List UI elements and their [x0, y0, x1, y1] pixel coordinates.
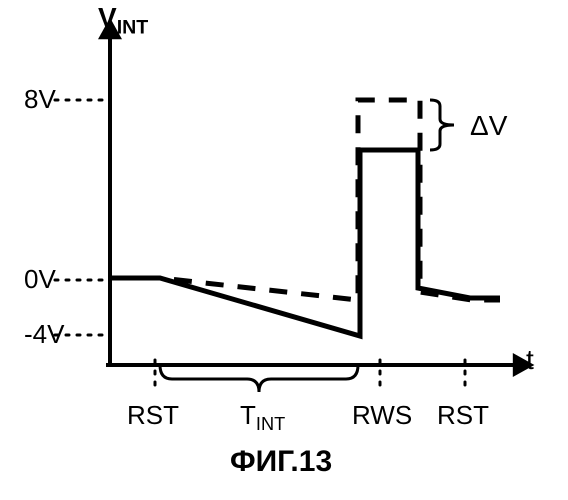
x-axis-label: t — [526, 344, 534, 376]
x-marker-label: TINT — [240, 400, 285, 435]
y-axis-label: VINT — [98, 2, 148, 40]
x-marker-label: RST — [437, 400, 489, 431]
x-marker-label: RWS — [352, 400, 412, 431]
figure-caption: ФИГ.13 — [230, 445, 332, 479]
x-marker-label: RST — [127, 400, 179, 431]
figure-container: VINT t ΔV ФИГ.13 8V 0V -4V RST TINT RWS RST — [0, 0, 568, 500]
delta-v-label: ΔV — [470, 110, 507, 142]
y-tick-label: -4V — [24, 319, 64, 350]
y-tick-label: 0V — [24, 264, 56, 295]
y-tick-label: 8V — [24, 84, 56, 115]
